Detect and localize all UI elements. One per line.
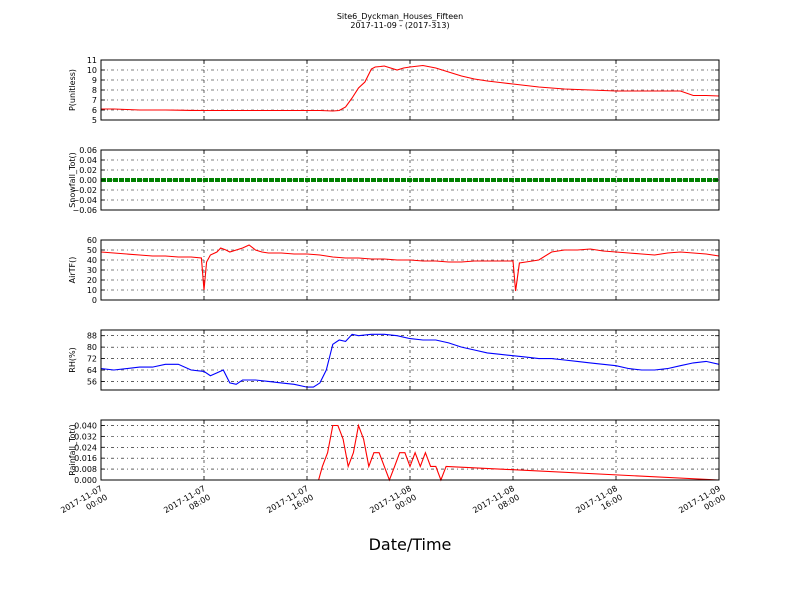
- ytick-label-0-1: 6: [92, 106, 97, 115]
- series-line-3-0: [100, 333, 720, 388]
- ytick-label-3-3: 80: [87, 343, 97, 352]
- y-axis-label-0: P(unitless): [68, 69, 77, 111]
- ytick-label-4-1: 0.008: [74, 465, 97, 474]
- ytick-label-3-4: 88: [87, 332, 97, 341]
- y-axis-label-4: Rainfall_Tot(): [68, 424, 77, 476]
- ytick-label-4-3: 0.024: [74, 443, 97, 452]
- ytick-label-1-5: 0.04: [79, 156, 97, 165]
- series-line-0-0: [101, 64, 720, 112]
- ytick-label-3-0: 56: [87, 377, 97, 386]
- ytick-label-0-4: 9: [92, 76, 97, 85]
- ytick-label-1-0: −0.06: [72, 206, 97, 215]
- ytick-label-4-4: 0.032: [74, 432, 97, 441]
- ytick-label-4-2: 0.016: [74, 454, 97, 463]
- chart-subtitle: 2017-11-09 - (2017-313): [350, 21, 449, 30]
- chart-title: Site6_Dyckman_Houses_Fifteen: [337, 12, 463, 21]
- ytick-label-1-3: 0.00: [79, 176, 97, 185]
- ytick-label-2-3: 30: [87, 266, 97, 275]
- panel-1: −0.06−0.04−0.020.000.020.040.06Snowfall_…: [68, 146, 720, 215]
- ytick-label-0-6: 11: [87, 56, 97, 65]
- ytick-label-2-2: 20: [87, 276, 97, 285]
- y-axis-label-3: RH(%): [68, 347, 77, 372]
- ytick-label-2-6: 60: [87, 236, 97, 245]
- ytick-label-3-1: 64: [87, 366, 97, 375]
- ytick-label-3-2: 72: [87, 355, 97, 364]
- x-axis-label: Date/Time: [369, 535, 452, 554]
- ytick-label-4-5: 0.040: [74, 421, 97, 430]
- ytick-label-2-0: 0: [92, 296, 97, 305]
- y-axis-label-1: Snowfall_Tot(): [68, 152, 77, 208]
- ytick-label-2-1: 10: [87, 286, 97, 295]
- ytick-label-1-6: 0.06: [79, 146, 97, 155]
- ytick-label-2-4: 40: [87, 256, 97, 265]
- ytick-label-0-0: 5: [92, 116, 97, 125]
- ytick-label-0-2: 7: [92, 96, 97, 105]
- ytick-label-1-4: 0.02: [79, 166, 97, 175]
- y-axis-label-2: AirTF(): [68, 257, 77, 284]
- ytick-label-2-5: 50: [87, 246, 97, 255]
- ytick-label-0-5: 10: [87, 66, 97, 75]
- ytick-label-1-2: −0.02: [72, 186, 97, 195]
- series-line-4-0: [101, 423, 720, 482]
- ytick-label-4-0: 0.000: [74, 476, 97, 485]
- panel-3: 56 64 72 80 88 RH(%): [68, 329, 720, 391]
- ytick-label-0-3: 8: [92, 86, 97, 95]
- panels-layer: 567891011P(unitless)−0.06−0.04−0.020.000…: [68, 56, 720, 485]
- panel-4: 0.000 0.008 0.016 0.024 0.032 0.040Rainfall_T…: [68, 419, 720, 485]
- series-line-2-0: [100, 244, 720, 292]
- ytick-label-1-1: −0.04: [72, 196, 97, 205]
